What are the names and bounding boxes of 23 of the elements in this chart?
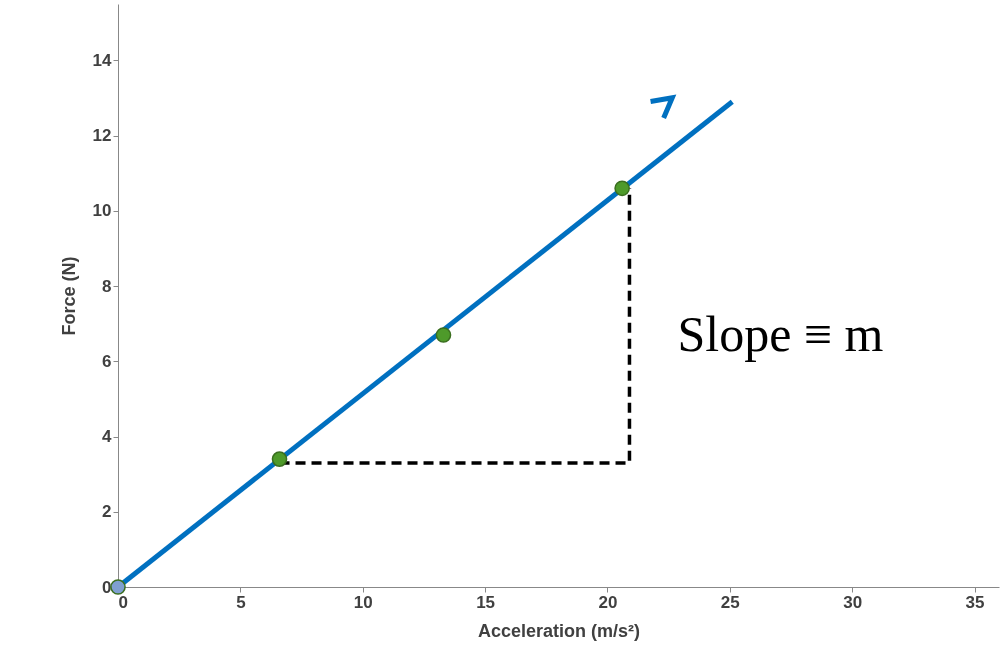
y-tick-label: 4 <box>102 427 113 447</box>
point <box>271 451 288 467</box>
y-tick-label: 6 <box>102 351 112 371</box>
x-tick-label: 20 <box>598 592 618 612</box>
annotation: Slope ≡ m <box>677 306 884 363</box>
x-tick-label: 10 <box>353 592 373 612</box>
y-tick-label: 14 <box>92 50 113 70</box>
y-tick-label: 8 <box>102 276 112 296</box>
x-tick-label: 5 <box>236 592 246 612</box>
y-tick-label: 2 <box>102 502 112 522</box>
point <box>614 180 630 197</box>
x-tick-label: 15 <box>476 592 496 612</box>
x-axis-title: Acceleration (m/s²) <box>477 620 641 641</box>
x-tick-label: 25 <box>720 592 740 612</box>
y-tick-label: 10 <box>92 201 112 221</box>
y-tick-label: 12 <box>92 126 112 146</box>
point <box>110 579 126 595</box>
x-tick-label: 35 <box>965 592 985 612</box>
y-axis-title: Force (N) <box>58 256 79 336</box>
x-tick-label: 30 <box>843 592 863 612</box>
point <box>435 327 452 343</box>
x-tick-label: 0 <box>118 592 128 612</box>
y-tick-label: 0 <box>102 577 112 597</box>
